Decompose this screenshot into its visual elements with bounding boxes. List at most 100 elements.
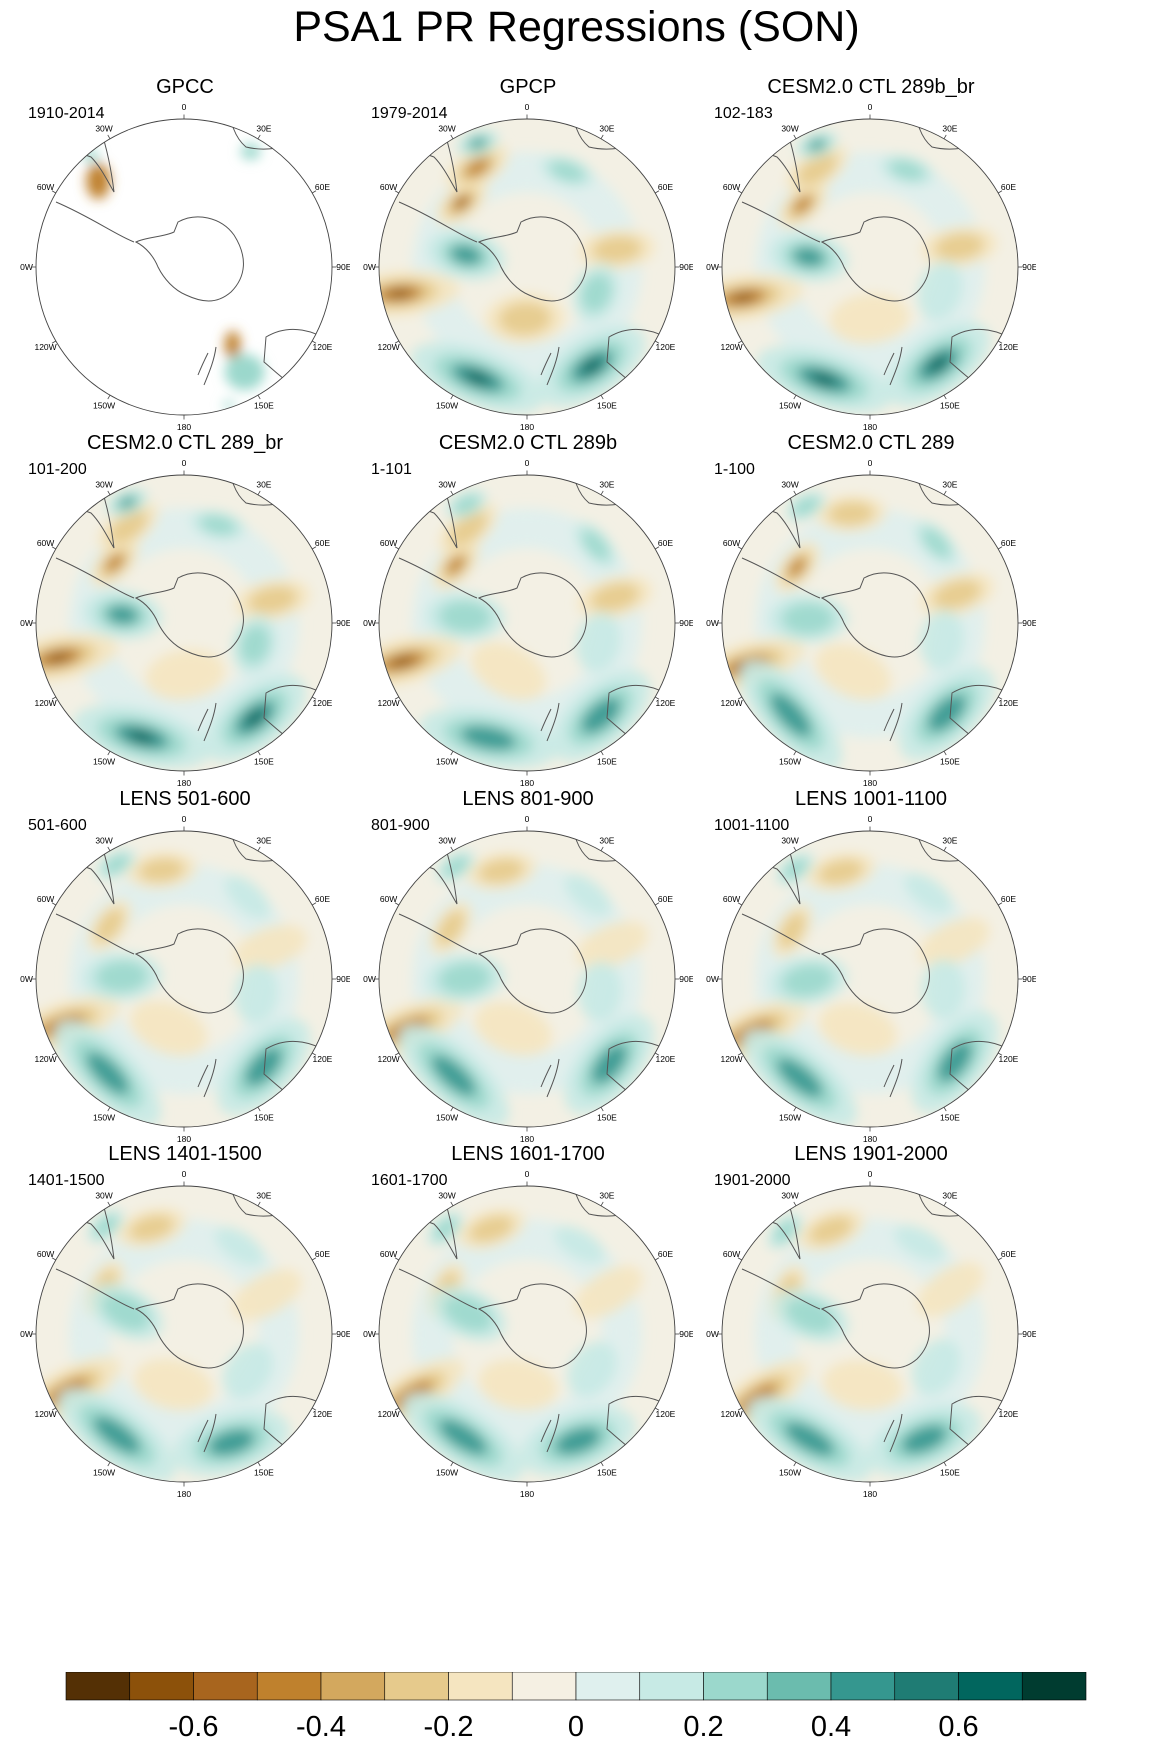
colorbar-swatch [703, 1671, 768, 1701]
new-zealand-outline [197, 1413, 217, 1453]
land-anomaly-patch [224, 354, 265, 391]
wet-anomaly-blob [911, 1339, 961, 1396]
polar-stereographic-map: 0 30E 60E 90E 120E 150E 180 150W 120W 90W 60W 30W [706, 814, 1036, 1144]
wet-anomaly-blob [581, 697, 621, 734]
longitude-label: 60E [315, 538, 330, 548]
wet-anomaly-blob [215, 1227, 265, 1267]
antarctic-peninsula-outline [741, 1268, 821, 1310]
longitude-label: 150W [93, 1467, 115, 1477]
longitude-tick [600, 846, 604, 852]
longitude-label: 90W [363, 974, 376, 984]
longitude-label: 90E [1022, 262, 1036, 272]
colorbar-label: -0.6 [169, 1711, 219, 1741]
longitude-tick [737, 696, 743, 700]
wet-anomaly-blob [240, 625, 270, 664]
land-anomaly-patch [224, 330, 241, 359]
longitude-tick [51, 1052, 57, 1056]
dry-anomaly-blob [134, 1358, 213, 1411]
panel-title: LENS 1401-1500 [108, 1143, 262, 1165]
longitude-tick [600, 490, 604, 496]
longitude-label: 120E [655, 342, 675, 352]
longitude-label: 60W [723, 1249, 740, 1259]
longitude-label: 150W [436, 756, 458, 766]
longitude-tick [51, 902, 57, 906]
longitude-label: 150W [436, 400, 458, 410]
longitude-label: 180 [520, 1134, 534, 1144]
longitude-label: 30E [599, 1191, 614, 1201]
longitude-label: 90E [679, 1329, 693, 1339]
dry-anomaly-blob [809, 1216, 853, 1244]
longitude-label: 150E [940, 756, 960, 766]
longitude-label: 0 [525, 458, 530, 468]
colorbar-swatch [193, 1671, 258, 1701]
longitude-label: 30E [256, 124, 271, 134]
wet-anomaly-blob [591, 1044, 628, 1085]
wet-anomaly-blob [460, 725, 516, 751]
map-panel: CESM2.0 CTL 289 0 30E 60E 90E 120E 150E 180 150W… [706, 431, 1076, 811]
longitude-label: 150E [254, 756, 274, 766]
wet-anomaly-blob [921, 959, 966, 1020]
wet-anomaly-blob [244, 1047, 283, 1087]
wet-anomaly-blob [103, 854, 130, 875]
longitude-tick [943, 134, 947, 140]
map-panel: CESM2.0 CTL 289b 0 30E 60E 90E 120E 150E 180 150… [363, 431, 733, 811]
longitude-label: 120W [34, 698, 56, 708]
longitude-tick [450, 134, 454, 140]
new-zealand-outline [540, 1413, 560, 1453]
new-zealand-outline [883, 1413, 903, 1453]
longitude-label: 180 [863, 422, 877, 432]
longitude-label: 60E [658, 182, 673, 192]
longitude-tick [737, 340, 743, 344]
longitude-label: 30E [599, 836, 614, 846]
panel-title: GPCC [156, 76, 214, 98]
longitude-tick [737, 1257, 743, 1261]
anomaly-field [379, 1208, 643, 1482]
dry-anomaly-blob [792, 195, 813, 214]
figure-title: PSA1 PR Regressions (SON) [293, 3, 860, 51]
longitude-label: 120E [998, 698, 1018, 708]
colorbar-label: 0 [568, 1711, 584, 1741]
longitude-label: 60E [1001, 894, 1016, 904]
longitude-label: 30E [599, 480, 614, 490]
colorbar-label: 0.6 [938, 1711, 978, 1741]
antarctica-outline [820, 572, 930, 658]
wet-anomaly-blob [438, 1419, 488, 1456]
longitude-tick [943, 750, 947, 756]
antarctica-outline [820, 1283, 930, 1369]
map-panel-grid: GPCC 0 30E 60E 90E 120E 150E 180 150W 120W 90W 60W 3… [20, 76, 1076, 1499]
colorbar-swatch [384, 1671, 449, 1701]
anomaly-field [722, 1209, 985, 1482]
longitude-tick [450, 846, 454, 852]
dry-anomaly-blob [449, 511, 488, 547]
antarctic-peninsula-outline [398, 1268, 478, 1310]
dry-anomaly-blob [390, 656, 415, 667]
colorbar: -0.6 -0.4 -0.2 0 0.2 0.4 0.6 [65, 1671, 1087, 1743]
colorbar-swatch [256, 1671, 322, 1701]
antarctica-outline [477, 572, 587, 658]
longitude-tick [600, 134, 604, 140]
longitude-tick [654, 1257, 660, 1261]
longitude-tick [51, 696, 57, 700]
longitude-label: 90E [336, 618, 350, 628]
longitude-label: 60E [658, 538, 673, 548]
wet-anomaly-blob [782, 858, 808, 880]
polar-stereographic-map: 0 30E 60E 90E 120E 150E 180 150W 120W 90W 60W 30W [706, 458, 1036, 788]
colorbar-swatch [894, 1671, 959, 1701]
polar-stereographic-map: 0 30E 60E 90E 120E 150E 180 150W 120W 90W 60W 30W [706, 102, 1036, 432]
longitude-tick [600, 1201, 604, 1207]
wet-anomaly-blob [785, 1298, 836, 1334]
antarctic-peninsula-outline [741, 557, 821, 599]
dry-anomaly-blob [248, 586, 298, 614]
panel-title: CESM2.0 CTL 289_br [86, 432, 283, 454]
wet-anomaly-blob [208, 1429, 255, 1456]
dry-anomaly-blob [46, 652, 71, 663]
longitude-tick [450, 490, 454, 496]
longitude-label: 90W [20, 618, 33, 628]
antarctic-peninsula-outline [398, 557, 478, 599]
longitude-label: 90W [20, 262, 33, 272]
longitude-label: 60W [37, 538, 54, 548]
longitude-label: 90E [679, 974, 693, 984]
wet-anomaly-blob [782, 964, 834, 997]
longitude-label: 120E [312, 698, 332, 708]
new-zealand-outline [883, 346, 903, 386]
